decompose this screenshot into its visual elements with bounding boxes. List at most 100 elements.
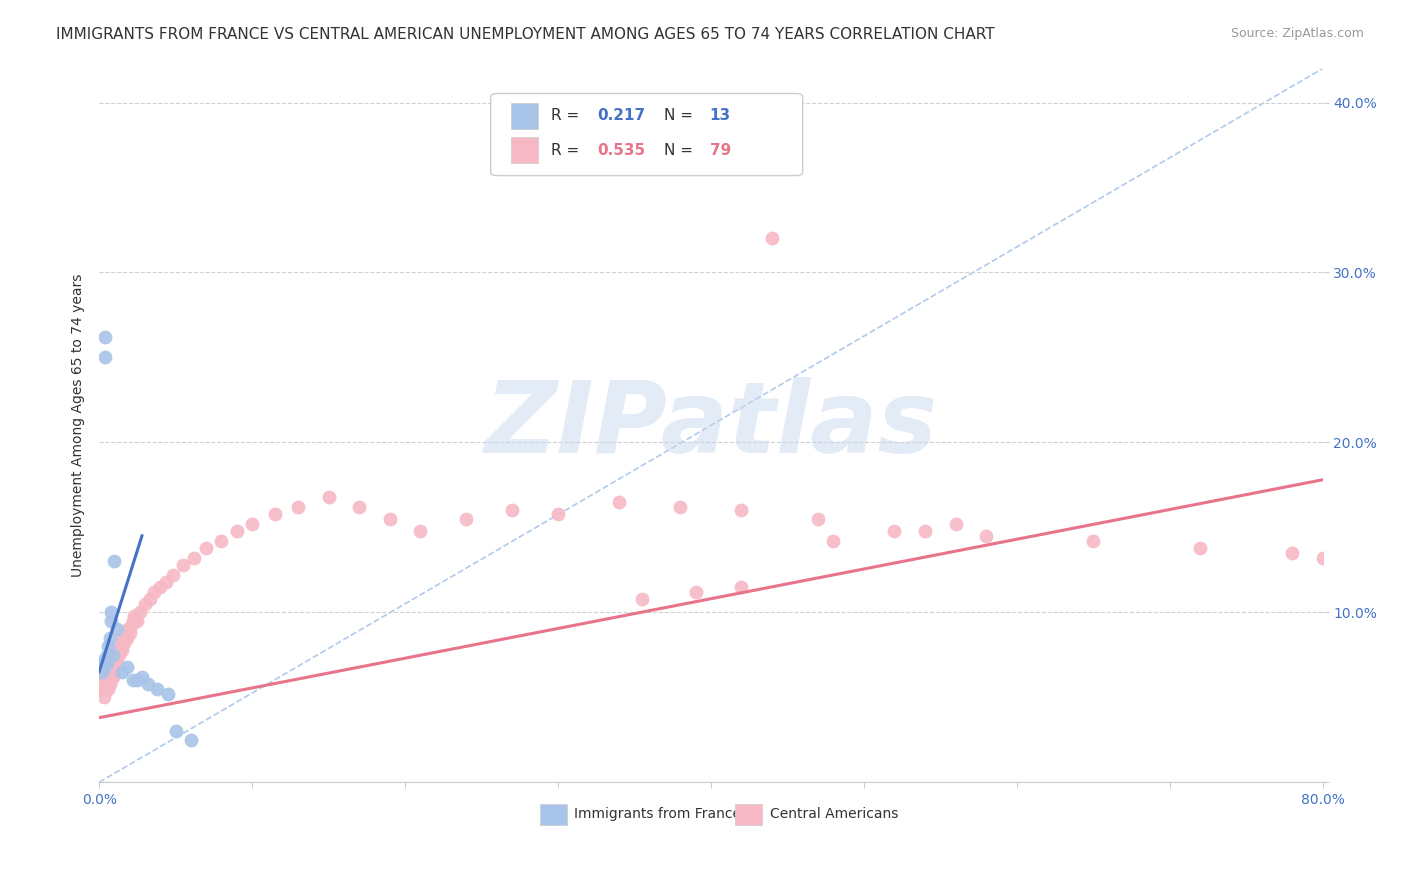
Text: R =: R =	[551, 108, 583, 123]
Point	[107, 657, 129, 671]
Point	[104, 659, 127, 673]
Point	[165, 724, 187, 739]
Text: 79: 79	[710, 143, 731, 158]
Point	[103, 665, 125, 679]
Point	[94, 665, 117, 679]
Bar	[512, 103, 538, 128]
Point	[91, 665, 114, 679]
Point	[104, 648, 127, 662]
Point	[115, 631, 138, 645]
Point	[761, 231, 783, 245]
Point	[93, 690, 115, 705]
Point	[100, 653, 122, 667]
Point	[172, 558, 194, 572]
Point	[91, 665, 114, 679]
Point	[180, 732, 202, 747]
Point	[225, 524, 247, 538]
Point	[1083, 533, 1105, 548]
Text: Source: ZipAtlas.com: Source: ZipAtlas.com	[1230, 27, 1364, 40]
Point	[127, 614, 149, 628]
Point	[97, 640, 120, 654]
Point	[107, 623, 129, 637]
Point	[134, 597, 156, 611]
Point	[96, 657, 118, 671]
Point	[100, 665, 122, 679]
Point	[136, 676, 159, 690]
Point	[143, 585, 166, 599]
Point	[120, 619, 142, 633]
Point	[96, 670, 118, 684]
Point	[97, 681, 120, 696]
Point	[103, 657, 125, 671]
Point	[98, 631, 121, 645]
Point	[378, 512, 401, 526]
Point	[146, 681, 169, 696]
Point	[685, 585, 707, 599]
Point	[118, 625, 141, 640]
Point	[883, 524, 905, 538]
Text: IMMIGRANTS FROM FRANCE VS CENTRAL AMERICAN UNEMPLOYMENT AMONG AGES 65 TO 74 YEAR: IMMIGRANTS FROM FRANCE VS CENTRAL AMERIC…	[56, 27, 995, 42]
Point	[155, 574, 177, 589]
Point	[100, 605, 122, 619]
Point	[100, 673, 122, 688]
Point	[1312, 551, 1334, 566]
Point	[115, 659, 138, 673]
Point	[211, 533, 233, 548]
FancyBboxPatch shape	[491, 94, 803, 176]
Point	[108, 648, 131, 662]
Point	[114, 625, 136, 640]
Point	[98, 657, 121, 671]
Point	[264, 507, 287, 521]
Point	[94, 681, 117, 696]
Point	[162, 568, 184, 582]
Point	[94, 351, 117, 365]
Point	[100, 614, 122, 628]
Text: ZIPatlas: ZIPatlas	[484, 377, 938, 474]
Point	[347, 500, 370, 514]
Point	[101, 670, 124, 684]
Point	[1281, 546, 1303, 560]
Point	[96, 657, 118, 671]
Point	[129, 605, 152, 619]
Point	[945, 516, 967, 531]
Point	[607, 495, 630, 509]
Point	[101, 659, 124, 673]
Point	[730, 503, 752, 517]
Point	[914, 524, 936, 538]
Point	[94, 330, 117, 344]
Text: R =: R =	[551, 143, 583, 158]
Point	[91, 681, 114, 696]
Point	[93, 653, 115, 667]
Point	[121, 614, 143, 628]
Point	[112, 636, 135, 650]
Point	[98, 665, 121, 679]
Point	[138, 591, 160, 606]
Bar	[512, 137, 538, 163]
Point	[195, 541, 218, 555]
Point	[111, 631, 134, 645]
Point	[669, 500, 692, 514]
Point	[107, 642, 129, 657]
Text: 0.217: 0.217	[598, 108, 645, 123]
Point	[127, 673, 149, 688]
Point	[1189, 541, 1212, 555]
Point	[974, 529, 997, 543]
Point	[730, 580, 752, 594]
Point	[96, 676, 118, 690]
Point	[111, 642, 134, 657]
Point	[409, 524, 432, 538]
Point	[93, 659, 115, 673]
Text: 0.535: 0.535	[598, 143, 645, 158]
Point	[131, 670, 153, 684]
Point	[117, 623, 139, 637]
Point	[93, 673, 115, 688]
Point	[807, 512, 830, 526]
Point	[124, 608, 146, 623]
Point	[149, 580, 172, 594]
Point	[103, 554, 125, 568]
Point	[183, 551, 205, 566]
Point	[111, 665, 134, 679]
Bar	[735, 804, 762, 825]
Point	[101, 648, 124, 662]
Point	[156, 687, 179, 701]
